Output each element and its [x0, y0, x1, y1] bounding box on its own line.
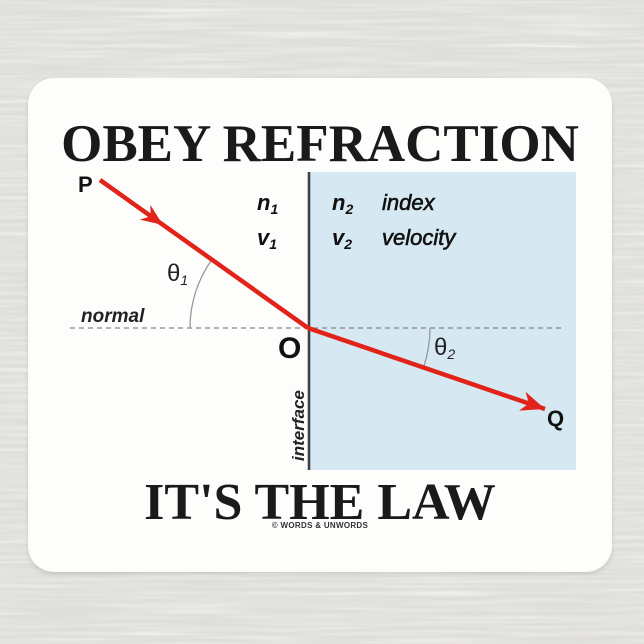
svg-text:n1: n1 — [257, 190, 278, 217]
svg-text:velocity: velocity — [382, 225, 457, 250]
svg-text:interface: interface — [289, 390, 308, 461]
svg-text:index: index — [382, 190, 436, 215]
svg-text:normal: normal — [81, 306, 145, 327]
svg-text:v1: v1 — [257, 225, 277, 252]
svg-text:θ1: θ1 — [167, 260, 188, 288]
svg-text:Q: Q — [547, 406, 564, 431]
svg-text:P: P — [78, 172, 93, 197]
svg-text:O: O — [278, 332, 301, 365]
